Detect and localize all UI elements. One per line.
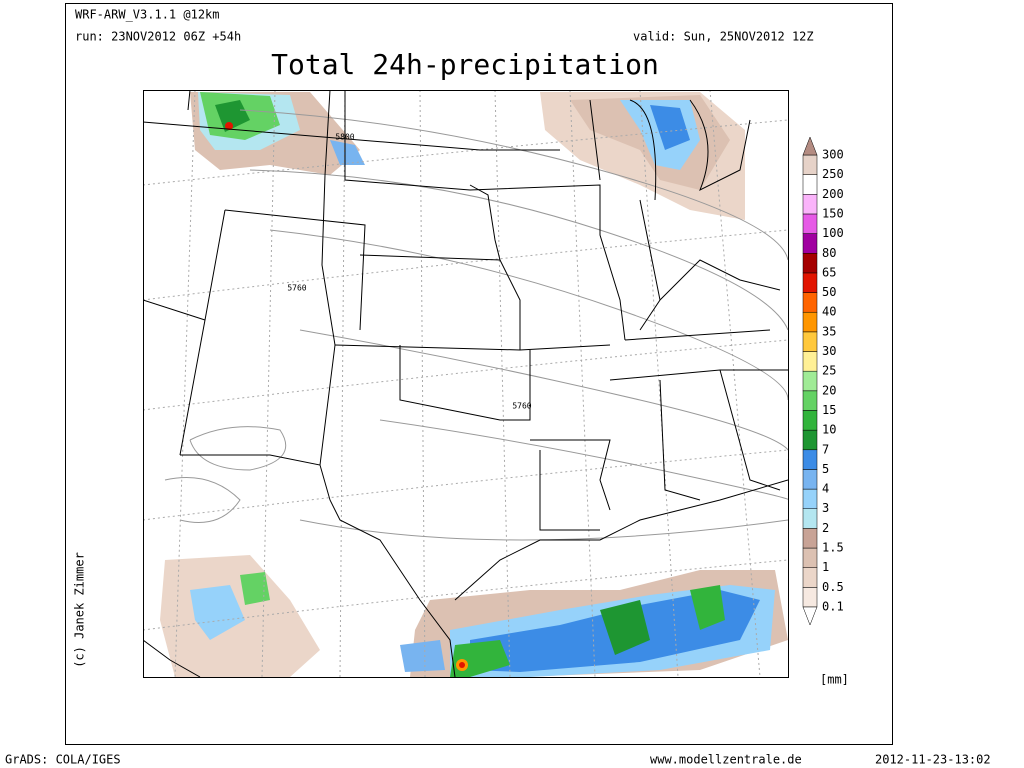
colorbar-label: 65 <box>822 265 836 279</box>
credit: (c) Janek Zimmer <box>73 552 87 668</box>
title: Total 24h-precipitation <box>271 48 659 81</box>
footer-left: GrADS: COLA/IGES <box>5 753 121 767</box>
colorbar-swatch <box>802 390 818 411</box>
footer-center: www.modellzentrale.de <box>650 753 802 767</box>
colorbar-swatch <box>802 154 818 175</box>
unit-label: [mm] <box>820 673 849 687</box>
colorbar: 0.1 0.5 1 1.5 2 3 4 5 7 10 15 20 25 30 35 40 50 65 80 100 15… <box>802 136 844 626</box>
colorbar-label: 20 <box>822 383 836 397</box>
colorbar-swatch <box>802 410 818 431</box>
colorbar-label: 150 <box>822 206 844 220</box>
colorbar-swatch <box>802 253 818 274</box>
colorbar-swatch <box>802 469 818 490</box>
colorbar-label: 2 <box>822 521 829 535</box>
colorbar-swatch <box>802 292 818 313</box>
footer-right: 2012-11-23-13:02 <box>875 753 991 767</box>
colorbar-label: 35 <box>822 324 836 338</box>
colorbar-label: 4 <box>822 482 829 496</box>
colorbar-label: 0.5 <box>822 580 844 594</box>
colorbar-swatch <box>802 233 818 254</box>
colorbar-label: 200 <box>822 187 844 201</box>
colorbar-swatch <box>802 174 818 195</box>
colorbar-label: 300 <box>822 148 844 162</box>
precip-areas <box>160 92 788 677</box>
colorbar-swatch <box>802 429 818 451</box>
colorbar-label: 10 <box>822 423 836 437</box>
contour-label: 5760 <box>512 402 531 411</box>
colorbar-label: 30 <box>822 344 836 358</box>
map-frame <box>143 90 789 678</box>
contour-label: 5800 <box>335 133 354 142</box>
colorbar-swatch <box>802 331 818 352</box>
colorbar-label: 0.1 <box>822 600 844 614</box>
contour-label: 5760 <box>287 284 306 293</box>
colorbar-label: 15 <box>822 403 836 417</box>
colorbar-label: 40 <box>822 305 836 319</box>
colorbar-swatch <box>802 587 818 608</box>
colorbar-label: 80 <box>822 246 836 260</box>
colorbar-swatch <box>802 567 818 588</box>
colorbar-label: 3 <box>822 501 829 515</box>
colorbar-swatch <box>802 311 818 333</box>
valid-label: valid: Sun, 25NOV2012 12Z <box>633 30 814 44</box>
colorbar-label: 25 <box>822 364 836 378</box>
colorbar-label: 1 <box>822 560 829 574</box>
graticule <box>143 90 788 677</box>
borders <box>143 90 788 677</box>
colorbar-label: 7 <box>822 442 829 456</box>
map: 5800 5760 5760 <box>143 90 789 678</box>
colorbar-label: 5 <box>822 462 829 476</box>
colorbar-swatch <box>802 508 818 529</box>
colorbar-below <box>802 606 818 626</box>
colorbar-swatch <box>802 449 818 470</box>
colorbar-swatch <box>802 528 818 549</box>
colorbar-swatch <box>802 194 818 215</box>
colorbar-swatch <box>802 547 818 568</box>
colorbar-swatch <box>802 351 818 372</box>
contours <box>164 109 788 541</box>
colorbar-swatch <box>802 488 818 509</box>
model-label: WRF-ARW_V3.1.1 @12km <box>75 8 220 22</box>
run-label: run: 23NOV2012 06Z +54h <box>75 30 241 44</box>
colorbar-label: 50 <box>822 285 836 299</box>
colorbar-label: 100 <box>822 226 844 240</box>
colorbar-swatch <box>802 272 818 293</box>
colorbar-label: 250 <box>822 167 844 181</box>
colorbar-above <box>802 136 818 156</box>
colorbar-swatch <box>802 213 818 234</box>
colorbar-label: 1.5 <box>822 541 844 555</box>
colorbar-swatch <box>802 370 818 392</box>
